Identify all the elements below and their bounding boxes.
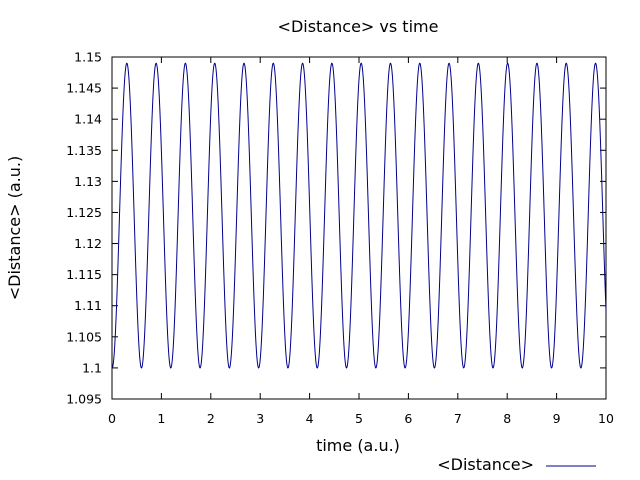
- x-tick-label: 2: [207, 411, 215, 426]
- y-tick-label: 1.115: [66, 267, 102, 282]
- y-tick-label: 1.15: [74, 50, 102, 65]
- x-tick-label: 6: [404, 411, 412, 426]
- x-tick-label: 8: [503, 411, 511, 426]
- plot-frame: [111, 56, 607, 400]
- x-tick-label: 5: [355, 411, 363, 426]
- legend: <Distance>: [437, 455, 596, 474]
- y-tick-label: 1.135: [66, 143, 102, 158]
- y-tick-label: 1.145: [66, 81, 102, 96]
- y-tick-label: 1.14: [74, 112, 102, 127]
- y-tick-label: 1.1: [82, 360, 102, 375]
- x-tick-label: 4: [306, 411, 314, 426]
- y-tick-label: 1.125: [66, 205, 102, 220]
- x-tick-label: 0: [108, 411, 116, 426]
- x-tick-label: 3: [256, 411, 264, 426]
- x-axis: 0 1 2 3 4 5 6 7 8 9 10: [108, 57, 614, 426]
- y-axis: 1.095 1.1 1.105 1.11 1.115 1.12 1.125 1.13 1.135…: [66, 50, 606, 407]
- y-tick-label: 1.12: [74, 236, 102, 251]
- y-axis-label: <Distance> (a.u.): [5, 156, 24, 300]
- distance-series-line: [111, 62, 607, 369]
- x-tick-label: 7: [454, 411, 462, 426]
- legend-label: <Distance>: [437, 455, 534, 474]
- y-tick-label: 1.095: [66, 392, 102, 407]
- chart-title: <Distance> vs time: [278, 17, 439, 36]
- x-tick-label: 10: [598, 411, 614, 426]
- x-tick-label: 1: [157, 411, 165, 426]
- y-tick-label: 1.105: [66, 329, 102, 344]
- x-axis-label: time (a.u.): [316, 436, 400, 455]
- y-tick-label: 1.11: [74, 298, 102, 313]
- x-tick-label: 9: [553, 411, 561, 426]
- y-tick-label: 1.13: [74, 174, 102, 189]
